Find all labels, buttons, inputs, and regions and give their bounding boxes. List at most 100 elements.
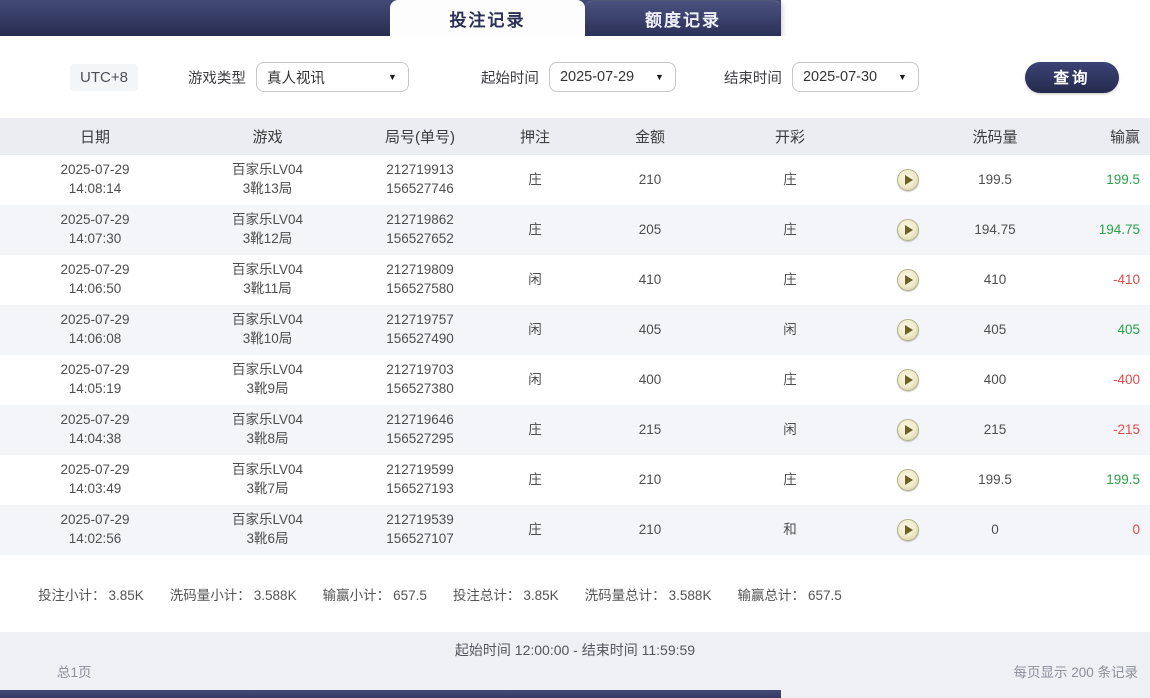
filter-bar: UTC+8 游戏类型 真人视讯 ▼ 起始时间 2025-07-29 ▼ 结束时间… <box>0 36 1150 118</box>
cell-date: 2025-07-29 14:03:49 <box>60 462 130 496</box>
summary-value: 3.85K <box>108 587 144 603</box>
summary-item: 洗码量总计： 3.588K <box>585 584 712 604</box>
play-video-button[interactable] <box>896 319 919 341</box>
play-video-button[interactable] <box>896 219 919 241</box>
summary-label: 洗码量小计： <box>169 587 251 603</box>
column-header: 开彩 <box>774 129 805 146</box>
start-date-value: 2025-07-29 <box>559 69 635 85</box>
cell-replay <box>855 319 960 341</box>
cell-date: 2025-07-29 14:05:19 <box>60 362 130 396</box>
table-row: 2025-07-29 14:06:08 百家乐LV04 3靴10局 212719… <box>0 305 1150 355</box>
summary-label: 输赢总计： <box>737 587 805 603</box>
cell-rolling: 199.5 <box>978 471 1012 487</box>
cell-game: 百家乐LV04 3靴9局 <box>231 362 304 396</box>
summary-item: 输赢小计： 657.5 <box>323 584 427 604</box>
cell-game: 百家乐LV04 3靴12局 <box>231 212 304 246</box>
cell-winloss: -215 <box>1112 421 1140 437</box>
cell-replay <box>855 219 960 241</box>
cell-result: 庄 <box>783 371 797 387</box>
cell-replay <box>855 369 960 391</box>
cell-rolling: 215 <box>983 421 1007 437</box>
cell-bet: 庄 <box>528 471 542 487</box>
cell-date: 2025-07-29 14:06:08 <box>60 312 130 346</box>
footer-bar: 起始时间 12:00:00 - 结束时间 11:59:59 总1页 每页显示 2… <box>0 632 1150 698</box>
table-row: 2025-07-29 14:04:38 百家乐LV04 3靴8局 2127196… <box>0 405 1150 455</box>
tab-quota-records[interactable]: 额度记录 <box>585 0 781 36</box>
game-type-select[interactable]: 真人视讯 ▼ <box>255 62 409 92</box>
table-row: 2025-07-29 14:03:49 百家乐LV04 3靴7局 2127195… <box>0 455 1150 505</box>
summary-value: 3.588K <box>253 587 297 603</box>
top-tab-bar: 投注记录 额度记录 <box>0 0 781 36</box>
tab-betting-records[interactable]: 投注记录 <box>390 0 585 36</box>
play-video-button[interactable] <box>896 269 919 291</box>
column-header: 押注 <box>519 129 550 146</box>
cell-date: 2025-07-29 14:04:38 <box>60 412 130 446</box>
query-button[interactable]: 查询 <box>1025 61 1119 93</box>
game-type-label: 游戏类型 <box>187 70 246 87</box>
column-header: 游戏 <box>252 129 283 146</box>
end-date-value: 2025-07-30 <box>802 69 878 85</box>
play-video-button[interactable] <box>896 519 919 541</box>
start-date-select[interactable]: 2025-07-29 ▼ <box>548 62 676 92</box>
cell-result: 闲 <box>783 321 797 337</box>
cell-amount: 210 <box>638 171 662 187</box>
summary-label: 投注总计： <box>452 587 521 603</box>
tab-betting-records-label: 投注记录 <box>449 10 526 30</box>
play-video-button[interactable] <box>896 369 919 391</box>
summary-label: 投注小计： <box>38 587 106 603</box>
cell-bet: 闲 <box>528 371 542 387</box>
cell-game: 百家乐LV04 3靴11局 <box>231 262 304 296</box>
cell-bet: 庄 <box>528 521 542 537</box>
cell-amount: 410 <box>638 271 662 287</box>
game-type-value: 真人视讯 <box>266 70 325 87</box>
cell-date: 2025-07-29 14:08:14 <box>60 162 130 196</box>
cell-date: 2025-07-29 14:06:50 <box>60 262 130 296</box>
cell-date: 2025-07-29 14:07:30 <box>60 212 130 246</box>
cell-replay <box>855 169 960 191</box>
cell-round-number: 212719862 156527652 <box>386 212 454 246</box>
timezone-label: UTC+8 <box>70 63 138 91</box>
chevron-down-icon: ▼ <box>388 72 397 82</box>
play-video-button[interactable] <box>896 169 919 191</box>
play-icon <box>905 275 913 285</box>
column-header: 输赢 <box>1109 129 1140 146</box>
play-video-button[interactable] <box>896 469 919 491</box>
summary-value: 3.85K <box>523 587 559 603</box>
cell-bet: 庄 <box>528 221 542 237</box>
table-row: 2025-07-29 14:05:19 百家乐LV04 3靴9局 2127197… <box>0 355 1150 405</box>
chevron-down-icon: ▼ <box>898 72 907 82</box>
cell-bet: 庄 <box>528 421 542 437</box>
play-icon <box>905 475 913 485</box>
play-video-button[interactable] <box>896 419 919 441</box>
play-icon <box>905 225 913 235</box>
end-date-select[interactable]: 2025-07-30 ▼ <box>791 62 919 92</box>
cell-winloss: -400 <box>1112 371 1140 387</box>
summary-item: 洗码量小计： 3.588K <box>170 584 297 604</box>
summary-value: 657.5 <box>807 587 842 603</box>
summary-item: 投注小计： 3.85K <box>38 584 144 604</box>
cell-amount: 215 <box>638 421 662 437</box>
table-body: 2025-07-29 14:08:14 百家乐LV04 3靴13局 212719… <box>0 155 1150 555</box>
table-row: 2025-07-29 14:06:50 百家乐LV04 3靴11局 212719… <box>0 255 1150 305</box>
start-time-label: 起始时间 <box>480 70 539 87</box>
cell-result: 庄 <box>783 471 797 487</box>
table-row: 2025-07-29 14:07:30 百家乐LV04 3靴12局 212719… <box>0 205 1150 255</box>
column-header: 局号(单号) <box>385 129 455 146</box>
table-row: 2025-07-29 14:02:56 百家乐LV04 3靴6局 2127195… <box>0 505 1150 555</box>
cell-result: 庄 <box>783 271 797 287</box>
summary-bar: 投注小计： 3.85K 洗码量小计： 3.588K 输赢小计： 657.5 投注总计： 3.8… <box>0 555 1150 632</box>
cell-amount: 210 <box>638 521 662 537</box>
cell-date: 2025-07-29 14:02:56 <box>60 512 130 546</box>
cell-rolling: 199.5 <box>978 171 1012 187</box>
summary-item: 输赢总计： 657.5 <box>737 584 841 604</box>
play-icon <box>905 425 913 435</box>
records-per-page: 每页显示 200 条记录 <box>1013 665 1138 680</box>
tab-quota-records-label: 额度记录 <box>645 11 721 30</box>
cell-game: 百家乐LV04 3靴6局 <box>231 512 304 546</box>
chevron-down-icon: ▼ <box>655 72 664 82</box>
cell-result: 和 <box>783 521 797 537</box>
cell-winloss: 194.75 <box>1098 221 1140 237</box>
summary-label: 输赢小计： <box>322 587 391 603</box>
cell-round-number: 212719703 156527380 <box>386 362 454 396</box>
